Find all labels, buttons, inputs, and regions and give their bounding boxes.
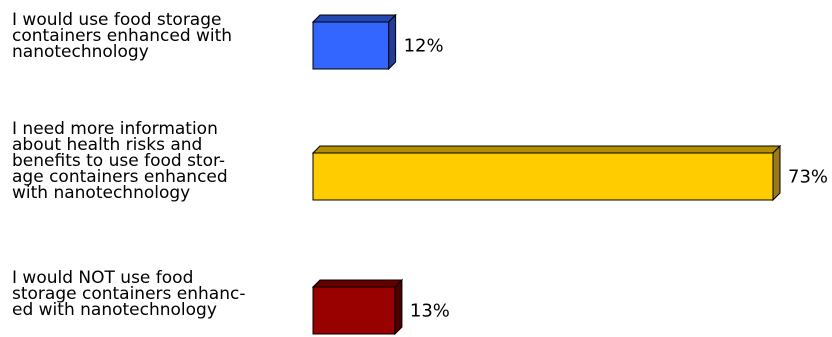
bar-top-face [311,145,782,154]
bar-front-face [312,152,774,201]
category-label-3: I would NOT use food storage containers e… [12,268,305,320]
category-label-line: benefits to use food stor- [12,151,226,171]
bar-front-face [312,21,390,70]
category-label-line: I would NOT use food [12,268,194,288]
category-label-line: age containers enhanced [12,167,228,187]
bar-side-face [394,278,403,336]
bar-side-face [388,13,397,71]
bar-top-face [311,279,404,288]
category-label-1: I would use food storage containers enhan… [12,10,305,62]
category-label-line: I would use food storage [12,10,222,30]
bar-front-face [312,286,396,335]
data-label-1: 12% [404,36,444,57]
bar-1 [311,13,397,71]
category-label-2: I need more information about health risk… [12,119,305,203]
bar-side-face [772,144,781,202]
category-label-line: with nanotechnology [12,183,191,203]
bar-3 [311,278,404,336]
data-label-2: 73% [788,167,828,188]
category-label-line: containers enhanced with [12,26,233,46]
bar-top-face [311,14,397,23]
category-label-line: I need more information [12,119,218,139]
category-label-line: about health risks and [12,135,203,155]
category-label-line: ed with nanotechnology [12,300,217,320]
category-label-line: storage containers enhanc- [12,284,246,304]
bar-2 [311,144,782,202]
category-label-line: nanotechnology [12,42,149,62]
data-label-3: 13% [410,301,450,322]
